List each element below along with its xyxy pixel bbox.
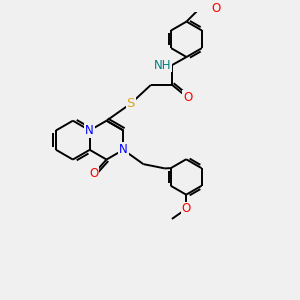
Text: NH: NH [154, 58, 171, 71]
Text: O: O [212, 2, 221, 15]
Text: N: N [119, 143, 128, 156]
Text: O: O [89, 167, 98, 180]
Text: O: O [183, 91, 193, 104]
Text: S: S [127, 97, 135, 110]
Text: N: N [85, 124, 94, 137]
Text: O: O [182, 202, 191, 215]
